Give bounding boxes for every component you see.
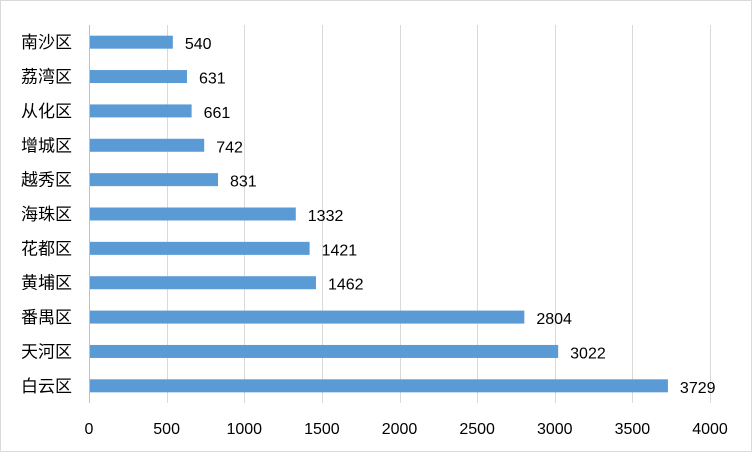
bar-番禺区 <box>90 310 525 324</box>
data-label: 1421 <box>322 242 358 259</box>
bar-天河区 <box>90 344 559 358</box>
data-label: 742 <box>216 139 243 156</box>
data-label: 631 <box>199 71 226 88</box>
data-label: 1462 <box>328 277 364 294</box>
data-label: 661 <box>204 105 231 122</box>
bars <box>90 35 668 393</box>
category-label: 从化区 <box>21 102 72 122</box>
bar-花都区 <box>90 241 310 255</box>
x-tick-label: 3000 <box>537 421 573 438</box>
bar-白云区 <box>90 379 668 393</box>
data-label: 1332 <box>308 208 344 225</box>
category-label: 白云区 <box>21 377 72 397</box>
x-tick-label: 4000 <box>692 421 728 438</box>
x-tick-label: 0 <box>85 421 94 438</box>
category-label: 海珠区 <box>21 205 72 225</box>
data-label: 2804 <box>536 311 572 328</box>
x-tick-label: 1500 <box>304 421 340 438</box>
category-label: 番禺区 <box>21 308 72 328</box>
data-label: 3729 <box>680 380 716 397</box>
data-label: 831 <box>230 174 257 191</box>
category-label: 天河区 <box>21 342 72 362</box>
gridlines <box>89 25 711 403</box>
bar-荔湾区 <box>90 70 187 84</box>
bar-黄埔区 <box>90 276 316 290</box>
category-label: 花都区 <box>21 239 72 259</box>
value-labels: 540 631 661 742 831 1332 1421 1462 2804 3022 3729 <box>185 36 716 397</box>
category-label: 黄埔区 <box>21 274 72 294</box>
bar-增城区 <box>90 138 205 152</box>
x-tick-label: 500 <box>153 421 180 438</box>
x-tick-label: 1000 <box>226 421 262 438</box>
category-label: 南沙区 <box>21 33 72 53</box>
x-tick-label: 2000 <box>382 421 418 438</box>
category-label: 荔湾区 <box>21 68 72 88</box>
data-label: 3022 <box>570 345 606 362</box>
bar-越秀区 <box>90 173 219 187</box>
x-tick-labels: 0 500 1000 1500 2000 2500 3000 3500 4000 <box>85 421 728 438</box>
category-label: 增城区 <box>21 136 72 156</box>
x-tick-label: 3500 <box>615 421 651 438</box>
bar-南沙区 <box>90 35 173 49</box>
x-tick-label: 2500 <box>459 421 495 438</box>
bar-从化区 <box>90 104 192 118</box>
data-label: 540 <box>185 36 212 53</box>
category-label: 越秀区 <box>21 171 72 191</box>
bar-海珠区 <box>90 207 296 221</box>
